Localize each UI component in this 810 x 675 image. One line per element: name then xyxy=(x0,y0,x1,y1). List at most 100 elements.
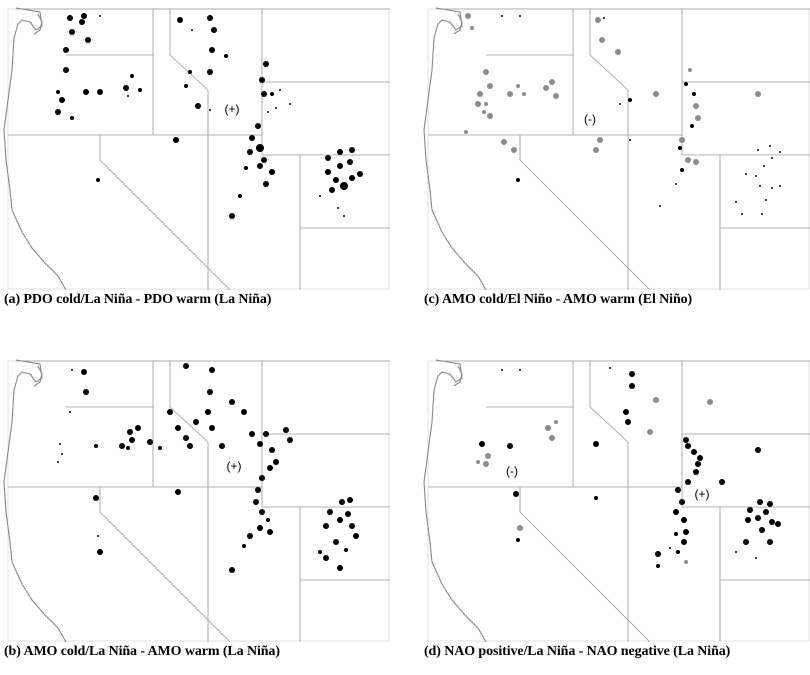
station-dot-positive xyxy=(229,567,235,573)
station-dot-positive xyxy=(188,70,192,74)
station-dot-positive xyxy=(209,367,215,373)
station-dot-positive xyxy=(247,533,253,539)
station-dot-positive xyxy=(761,213,763,215)
station-dot-positive xyxy=(669,547,671,549)
station-dot-positive xyxy=(253,499,259,505)
puget-sound xyxy=(453,365,463,387)
station-dot-positive xyxy=(263,431,269,437)
station-dot-positive xyxy=(327,509,333,515)
station-dot-positive xyxy=(205,409,211,415)
station-dot-positive xyxy=(757,499,763,505)
station-dot-positive xyxy=(693,469,699,475)
station-dot-positive xyxy=(319,195,321,197)
coastline xyxy=(3,359,67,642)
station-dot-positive xyxy=(261,157,267,163)
station-dot-positive xyxy=(347,159,353,165)
station-dot-positive xyxy=(209,47,215,53)
station-dot-negative xyxy=(597,137,603,143)
station-dot-positive xyxy=(56,90,60,94)
station-dot-positive xyxy=(263,61,269,67)
station-dot-positive xyxy=(323,555,329,561)
station-dot-negative xyxy=(483,461,489,467)
station-dot-negative xyxy=(599,37,605,43)
station-dot-positive xyxy=(684,82,688,86)
station-dot-positive xyxy=(191,29,193,31)
station-dot-positive xyxy=(94,444,98,448)
station-dot-positive xyxy=(59,443,61,445)
station-dot-negative xyxy=(545,425,551,431)
sign-label: (+) xyxy=(225,102,240,116)
station-dot-negative xyxy=(688,68,692,72)
station-dot-positive xyxy=(779,151,781,153)
station-dot-positive xyxy=(755,447,761,453)
state-border xyxy=(99,487,231,642)
station-dot-positive xyxy=(516,538,520,542)
station-dot-positive xyxy=(769,519,775,525)
station-dot-positive xyxy=(129,437,135,443)
station-dot-positive xyxy=(349,147,355,153)
station-dot-negative xyxy=(707,399,713,405)
station-dot-positive xyxy=(267,465,273,471)
station-dot-positive xyxy=(256,144,264,152)
station-dot-positive xyxy=(59,97,65,103)
station-dot-positive xyxy=(70,116,74,120)
station-dot-positive xyxy=(516,178,520,182)
station-dot-negative xyxy=(549,79,555,85)
station-dot-positive xyxy=(337,163,343,169)
station-dot-negative xyxy=(553,93,559,99)
station-dot-positive xyxy=(270,92,274,96)
station-dot-positive xyxy=(173,137,179,143)
station-dot-positive xyxy=(63,67,69,73)
station-dot-positive xyxy=(741,213,743,215)
station-dot-positive xyxy=(224,54,228,58)
station-dot-positive xyxy=(719,479,725,485)
station-dot-positive xyxy=(755,557,757,559)
puget-sound xyxy=(453,13,463,35)
station-dot-positive xyxy=(340,182,348,190)
station-dot-positive xyxy=(323,523,329,529)
map-panel-b: (+) (b) AMO cold/La Niña - AMO warm (La … xyxy=(0,352,390,674)
station-dot-negative xyxy=(485,453,491,459)
map-c: (-) xyxy=(423,7,810,290)
station-dot-positive xyxy=(695,461,701,467)
station-dot-positive xyxy=(755,175,757,177)
station-dot-positive xyxy=(261,91,267,97)
station-dot-positive xyxy=(353,533,359,539)
station-dot-positive xyxy=(130,74,134,78)
station-dot-positive xyxy=(158,446,162,450)
caption-d: (d) NAO positive/La Niña - NAO negative … xyxy=(424,644,731,659)
station-dot-positive xyxy=(207,69,213,75)
station-dot-positive xyxy=(99,15,101,17)
station-dot-negative xyxy=(685,157,691,163)
station-dot-positive xyxy=(259,77,265,83)
station-dot-positive xyxy=(775,521,781,527)
station-dot-negative xyxy=(615,49,621,55)
station-dot-positive xyxy=(255,123,261,129)
station-dot-positive xyxy=(325,169,331,175)
station-dot-positive xyxy=(287,437,293,443)
station-dot-positive xyxy=(259,475,265,481)
station-dot-positive xyxy=(771,187,773,189)
state-border xyxy=(261,487,390,508)
station-dot-positive xyxy=(357,171,363,177)
station-dot-negative xyxy=(554,420,558,424)
station-dot-positive xyxy=(743,539,749,545)
station-dot-positive xyxy=(347,497,353,503)
station-dot-positive xyxy=(97,549,103,555)
station-dot-positive xyxy=(676,550,680,554)
state-border xyxy=(169,361,209,487)
station-dot-positive xyxy=(759,185,761,187)
station-dot-positive xyxy=(735,551,737,553)
station-dot-positive xyxy=(147,439,153,445)
map-panel-a: (+) (a) PDO cold/La Niña - PDO warm (La … xyxy=(0,0,390,322)
puget-sound xyxy=(33,13,43,35)
station-dot-positive xyxy=(63,47,69,53)
station-dot-positive xyxy=(209,425,215,431)
station-dot-negative xyxy=(487,83,493,89)
station-dot-positive xyxy=(211,27,217,33)
state-border xyxy=(208,81,390,136)
station-dot-positive xyxy=(83,89,89,95)
puget-sound xyxy=(33,365,43,387)
station-dot-positive xyxy=(769,145,771,147)
station-dot-positive xyxy=(183,363,189,369)
